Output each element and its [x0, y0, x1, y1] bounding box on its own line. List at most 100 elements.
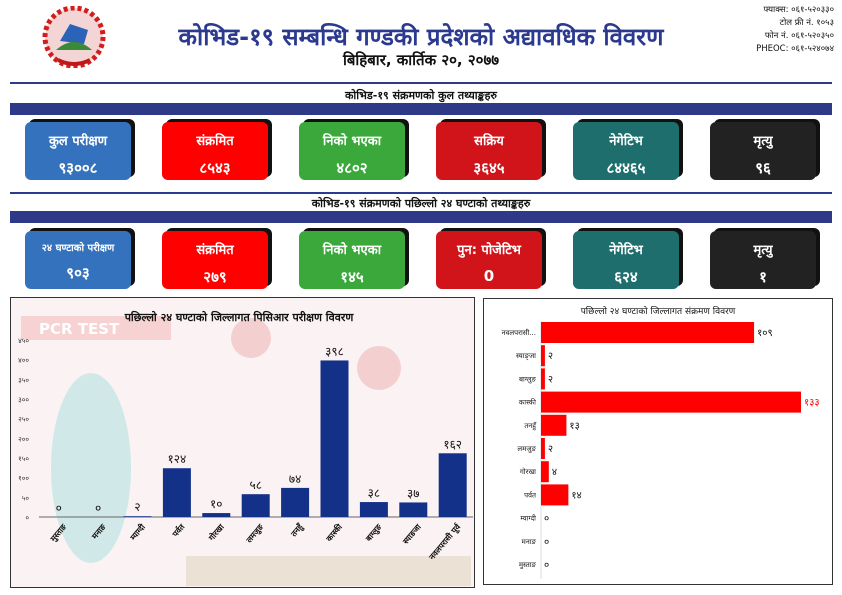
bar — [541, 484, 569, 506]
bar-value-label: ७४ — [289, 472, 301, 486]
x-tick-label: गोरखा — [206, 521, 227, 543]
virus-icon — [231, 318, 271, 358]
card-value: ४८०२ — [336, 159, 368, 177]
last24-card: पुन: पोजेटिभ 0 — [436, 231, 542, 289]
chart-title: पछिल्लो २४ घण्टाको जिल्लागत संक्रमण विवर… — [581, 305, 736, 317]
y-tick-label: ४५० — [18, 337, 29, 345]
bar — [320, 360, 349, 517]
bar — [399, 502, 428, 517]
bar-value-label: २ — [548, 444, 553, 455]
total-card: निको भएका ४८०२ — [299, 122, 405, 180]
x-tick-label: स्याङजा — [401, 522, 424, 547]
y-tick-label: गोरखा — [520, 467, 536, 476]
divider — [10, 192, 832, 194]
bar-value-label: १२४ — [168, 452, 187, 466]
bar-value-label: ० — [56, 501, 62, 515]
y-tick-label: नवलपरासी... — [502, 328, 536, 337]
report-date: बिहिबार, कार्तिक २०, २०७७ — [342, 51, 500, 69]
infection-chart-panel: पछिल्लो २४ घण्टाको जिल्लागत संक्रमण विवर… — [483, 298, 833, 585]
bar — [202, 513, 231, 517]
total-card: नेगेटिभ ८४४६५ — [573, 122, 679, 180]
y-tick-label: तनहुँ — [524, 421, 537, 431]
watermark-text: PCR TEST — [39, 320, 120, 338]
card-value: ९६ — [755, 159, 771, 177]
bar — [541, 322, 755, 343]
bar-value-label: ३७ — [407, 486, 419, 500]
chart-title: पछिल्लो २४ घण्टाको जिल्लागत पिसिआर परीक्… — [124, 310, 355, 324]
card-label: नेगेटिभ — [609, 243, 643, 258]
bar — [541, 438, 545, 459]
bar-value-label: १६२ — [443, 437, 462, 451]
card-label: सक्रिय — [474, 134, 504, 149]
card-value: २७९ — [203, 268, 227, 286]
section-band — [10, 211, 832, 223]
bar — [541, 368, 545, 390]
y-tick-label: म्याग्दी — [520, 514, 536, 523]
nepal-emblem-logo — [40, 5, 108, 69]
fax: फ्याक्स: ०६१-५२०३३० — [763, 5, 834, 15]
bar-value-label: ३९८ — [325, 344, 344, 358]
total-section-title: कोभिड-१९ संक्रमणको कुल तथ्याङ्कहरु — [344, 89, 497, 102]
y-tick-label: कास्की — [519, 398, 536, 407]
y-tick-label: बाग्लुङ — [519, 375, 537, 383]
bar-value-label: ० — [544, 514, 549, 525]
card-label: नेगेटिभ — [609, 134, 643, 149]
card-label: मृत्यु — [753, 134, 773, 149]
total-card: सक्रिय ३६४५ — [436, 122, 542, 180]
bar — [123, 516, 152, 517]
y-tick-label: ३५० — [18, 376, 29, 384]
section-band — [10, 103, 832, 115]
card-value: ९०३ — [66, 264, 90, 282]
bar — [541, 414, 567, 436]
y-tick-label: २५० — [18, 416, 29, 424]
card-value: ३६४५ — [473, 159, 505, 177]
bar-value-label: ३८ — [368, 486, 380, 500]
x-tick-label: म्याग्दी — [127, 521, 147, 543]
toll-free: टोल फ्री नं. १०५३ — [779, 18, 834, 28]
bar — [359, 502, 388, 517]
card-label: निको भएका — [322, 134, 382, 149]
bar-value-label: ५८ — [249, 478, 261, 492]
virus-icon — [357, 346, 401, 390]
bar-value-label: १०९ — [757, 328, 773, 339]
last24-card: मृत्यु १ — [710, 231, 816, 289]
bar — [241, 494, 270, 517]
bar — [438, 453, 467, 517]
bar-value-label: ० — [95, 501, 101, 515]
bar-value-label: १० — [210, 497, 222, 511]
y-tick-label: १५० — [18, 455, 29, 463]
card-value: १ — [759, 268, 767, 286]
bar-value-label: २ — [548, 374, 553, 385]
card-value: ८५४३ — [199, 159, 231, 177]
card-value: ८४४६५ — [606, 159, 646, 177]
pcr-chart: PCR TEST पछिल्लो २४ घण्टाको जिल्लागत पिसि… — [18, 310, 473, 586]
y-tick-label: स्याङ्जा — [516, 352, 536, 360]
page-title: कोभिड-१९ सम्बन्धि गण्डकी प्रदेशको अद्याव… — [178, 23, 664, 51]
card-value: १४५ — [340, 268, 364, 286]
contact-info: फ्याक्स: ०६१-५२०३३० टोल फ्री नं. १०५३ फो… — [756, 4, 834, 56]
card-value: ६२४ — [614, 268, 638, 286]
y-tick-label: ० — [25, 514, 29, 522]
bar-value-label: २ — [548, 351, 553, 362]
bar-value-label: ० — [544, 560, 549, 571]
pheoc-phone: PHEOC: ०६१-५२४०७४ — [756, 44, 834, 54]
last24-card: नेगेटिभ ६२४ — [573, 231, 679, 289]
watermark-banner — [21, 316, 171, 340]
x-tick-label: लमजुङ — [244, 522, 267, 546]
card-label: पुन: पोजेटिभ — [457, 243, 521, 258]
total-card: मृत्यु ९६ — [710, 122, 816, 180]
bar-value-label: १३३ — [804, 398, 820, 409]
bar-value-label: २ — [134, 500, 140, 514]
total-card: संक्रमित ८५४३ — [162, 122, 268, 180]
bar-value-label: १३ — [569, 421, 579, 432]
bar — [541, 461, 549, 483]
bar-value-label: १४ — [571, 490, 581, 501]
card-label: संक्रमित — [196, 134, 234, 149]
card-label: मृत्यु — [753, 243, 773, 258]
y-tick-label: १०० — [18, 475, 29, 483]
card-label: संक्रमित — [196, 243, 234, 258]
bar-value-label: ४ — [552, 467, 557, 478]
y-tick-label: ३०० — [18, 396, 29, 404]
total-card: कुल परीक्षण ९३००८ — [25, 122, 131, 180]
y-tick-label: ५० — [22, 494, 30, 502]
